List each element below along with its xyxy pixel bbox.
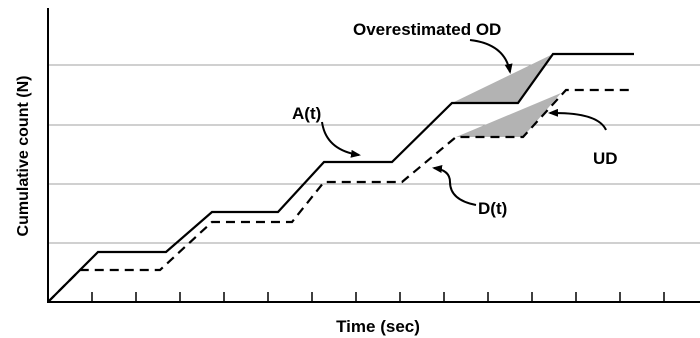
od-arrow	[469, 39, 513, 74]
gridlines	[48, 64, 700, 244]
overestimated-od-label: Overestimated OD	[353, 20, 501, 39]
dt-arrow	[432, 165, 477, 206]
axes	[47, 8, 700, 303]
departure-curve-label: D(t)	[478, 199, 507, 218]
arrival-curve	[47, 52, 634, 303]
ud-arrow	[548, 108, 607, 131]
ud-label: UD	[593, 149, 618, 168]
annotation-arrows	[321, 39, 607, 206]
y-axis-label: Cumulative count (N)	[15, 76, 32, 237]
overestimated-od-region	[452, 54, 553, 103]
departure-curve	[47, 88, 634, 303]
ud-region	[456, 93, 561, 137]
x-axis-label: Time (sec)	[336, 317, 420, 336]
x-ticks	[91, 292, 665, 302]
arrival-curve-label: A(t)	[292, 104, 321, 123]
at-arrow	[321, 121, 361, 158]
